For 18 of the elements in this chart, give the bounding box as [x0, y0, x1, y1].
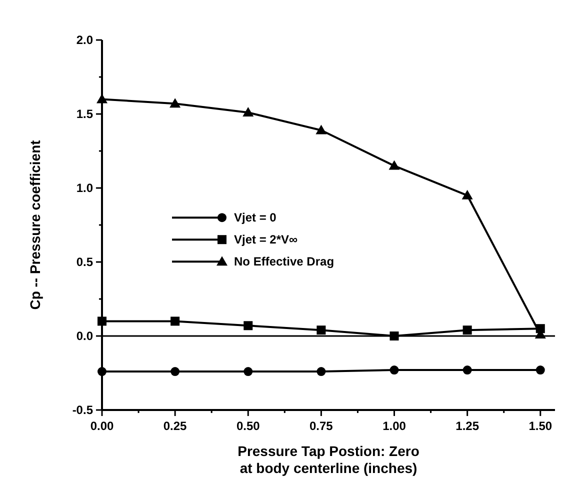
- x-tick-label: 1.50: [528, 419, 552, 433]
- x-tick-label: 0.50: [236, 419, 260, 433]
- y-tick-label: 0.0: [76, 329, 94, 343]
- y-tick-label: 2.0: [76, 33, 94, 47]
- y-tick-label: 1.5: [76, 107, 94, 121]
- x-tick-label: 0.00: [90, 419, 114, 433]
- y-tick-label: -0.5: [72, 403, 94, 417]
- x-tick-label: 0.25: [163, 419, 188, 433]
- x-tick-label: 1.25: [456, 419, 480, 433]
- x-tick-label: 1.00: [382, 419, 406, 433]
- y-tick-label: 0.5: [76, 255, 94, 269]
- legend-label: Vjet = 2*V∞: [234, 232, 298, 247]
- x-tick-label: 0.75: [310, 419, 334, 433]
- x-axis-title: Pressure Tap Postion: Zero at body centerline (inches): [238, 443, 420, 476]
- legend-label: No Effective Drag: [234, 254, 334, 269]
- legend-label: Vjet = 0: [234, 210, 277, 225]
- y-tick-label: 1.0: [76, 181, 94, 195]
- y-axis-title: Cp -- Pressure coefficient: [27, 140, 43, 310]
